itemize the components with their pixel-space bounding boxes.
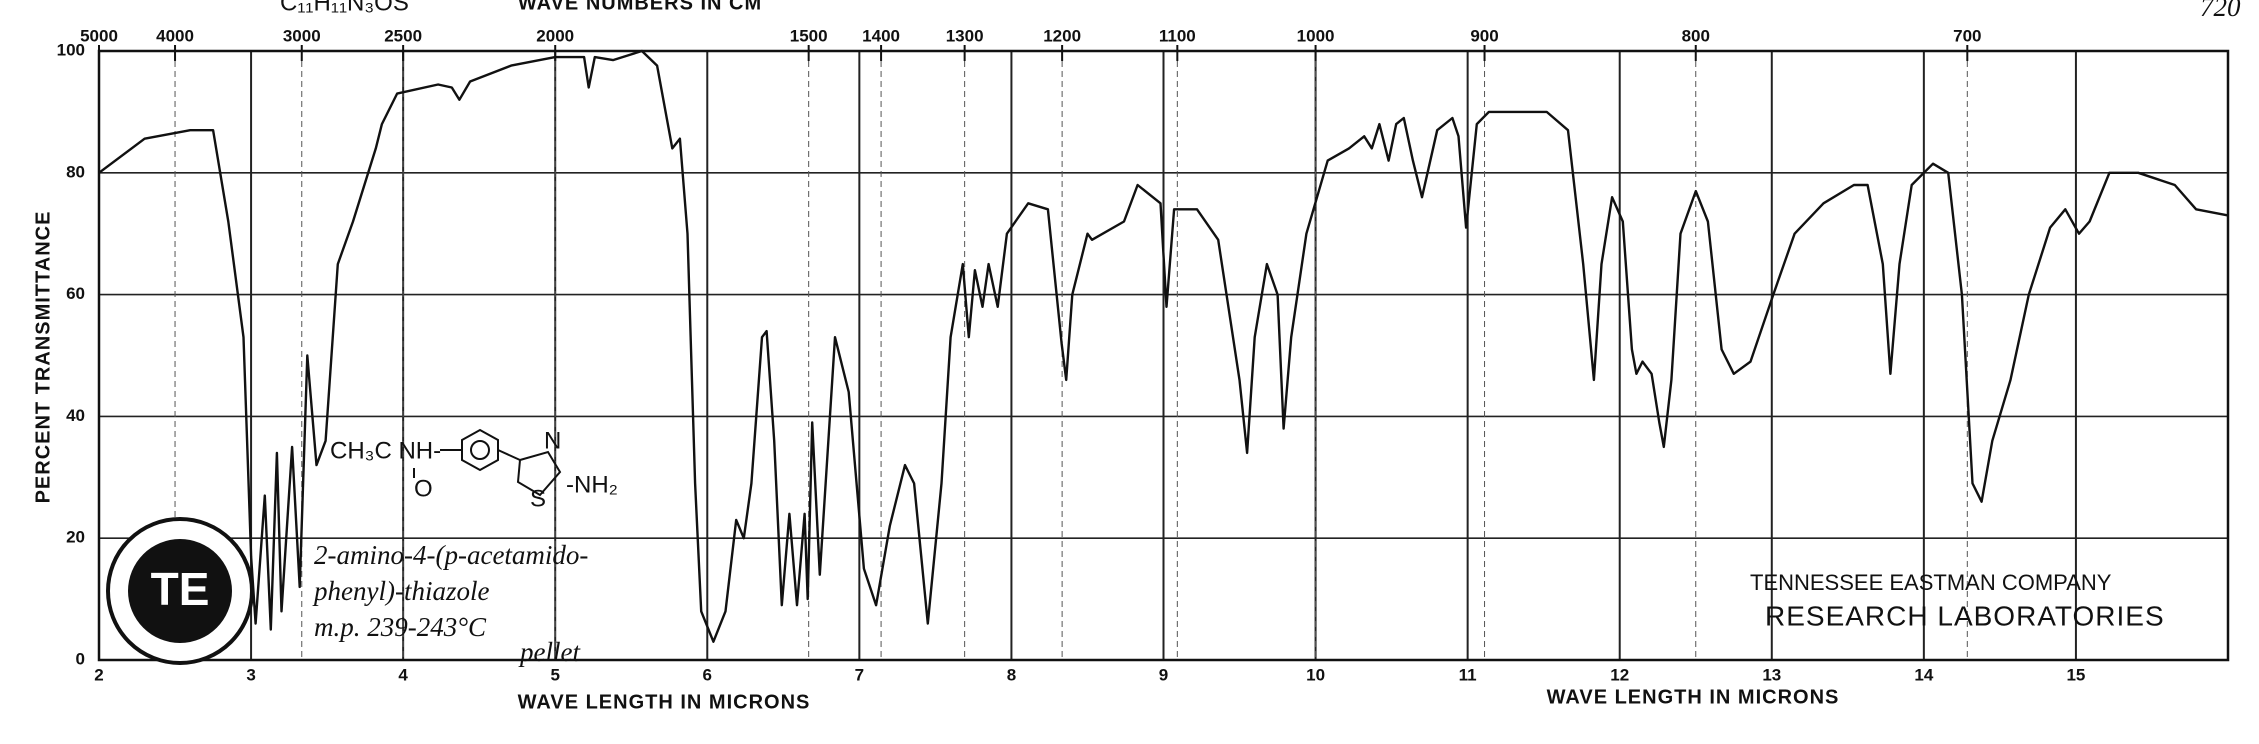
x-tick-label: 13 [1762, 665, 1781, 684]
x-axis-title: WAVE LENGTH IN MICRONS [518, 691, 811, 713]
x2-tick-label: 700 [1953, 26, 1981, 45]
x2-tick-label: 2500 [384, 26, 422, 45]
y-tick-label: 0 [76, 649, 85, 668]
y-axis-title: PERCENT TRANSMITTANCE [32, 211, 54, 504]
x2-tick-label: 1500 [790, 26, 828, 45]
benzene-circle [470, 440, 490, 460]
x-tick-label: 14 [1914, 665, 1933, 684]
x2-tick-label: 1100 [1159, 26, 1196, 45]
x-tick-label: 2 [94, 665, 103, 684]
x2-tick-label: 900 [1470, 26, 1498, 45]
y-tick-label: 100 [57, 40, 85, 59]
x2-tick-label: 3000 [283, 26, 321, 45]
y-tick-label: 80 [66, 162, 85, 181]
y-tick-label: 40 [66, 406, 85, 425]
x-tick-label: 8 [1007, 665, 1016, 684]
annotation: RESEARCH LABORATORIES [1765, 600, 2165, 631]
x-tick-label: 7 [855, 665, 864, 684]
x-tick-label: 11 [1459, 665, 1477, 684]
annotation: N [544, 427, 561, 454]
x2-tick-label: 5000 [80, 26, 118, 45]
x2-tick-label: 1300 [946, 26, 984, 45]
grid [98, 50, 2228, 661]
annotation: pellet [518, 637, 581, 667]
annotation: 2-amino-4-(p-acetamido- [314, 540, 588, 570]
x2-axis-title: WAVE NUMBERS IN CM [518, 0, 762, 14]
x-tick-label: 9 [1159, 665, 1168, 684]
annotation: CH₃C NH- [330, 437, 441, 464]
x-tick-label: 3 [246, 665, 255, 684]
x-tick-label: 15 [2066, 665, 2085, 684]
ticks: 0 20 40 60 80 100 2 3 4 5 6 7 8 9 10 11 12 13 14 15 5000 4000… [32, 0, 2085, 713]
logo-mark: TE [151, 563, 210, 615]
y-tick-label: 20 [66, 528, 85, 547]
spectrum-line [98, 49, 2229, 643]
x2-tick-label: 1000 [1297, 26, 1335, 45]
x-tick-label: 5 [550, 665, 559, 684]
x2-tick-label: 4000 [156, 26, 194, 45]
x-axis-title: WAVE LENGTH IN MICRONS [1547, 686, 1840, 708]
x2-tick-label: 1200 [1043, 26, 1081, 45]
y-tick-label: 60 [66, 284, 85, 303]
x2-tick-label: 800 [1682, 26, 1710, 45]
annotation: O [414, 475, 433, 502]
logo: TE [106, 517, 254, 665]
annotation: S [530, 485, 546, 512]
series [98, 49, 2229, 643]
annotation: m.p. 239-243°C [314, 612, 487, 642]
annotation: TENNESSEE EASTMAN COMPANY [1750, 570, 2112, 595]
annotations: C₁₁H₁₁N₃OS 720 CH₃C NH- O N S -NH₂ 2-amino-4-(p… [280, 0, 2241, 667]
x2-tick-label: 1400 [862, 26, 900, 45]
bond [497, 449, 521, 461]
logo-core [128, 539, 232, 643]
x-tick-label: 10 [1306, 665, 1325, 684]
annotation: -NH₂ [566, 471, 618, 498]
annotation: phenyl)-thiazole [312, 576, 489, 606]
thiazole-ring [516, 450, 562, 497]
x2-tick-label: 2000 [536, 26, 574, 45]
annotation: C₁₁H₁₁N₃OS [280, 0, 409, 16]
x-tick-label: 12 [1610, 665, 1629, 684]
plot-frame [97, 49, 2230, 662]
x-tick-label: 4 [398, 665, 408, 684]
x-tick-label: 6 [703, 665, 712, 684]
benzene-ring [461, 428, 499, 472]
structure [413, 428, 562, 497]
annotation: 720 [2200, 0, 2241, 22]
